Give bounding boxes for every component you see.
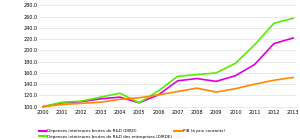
- Legend: Dépenses intérieures brutes de R&D (DIRD), Dépenses intérieures brutes de R&D de: Dépenses intérieures brutes de R&D (DIRD…: [38, 129, 225, 139]
